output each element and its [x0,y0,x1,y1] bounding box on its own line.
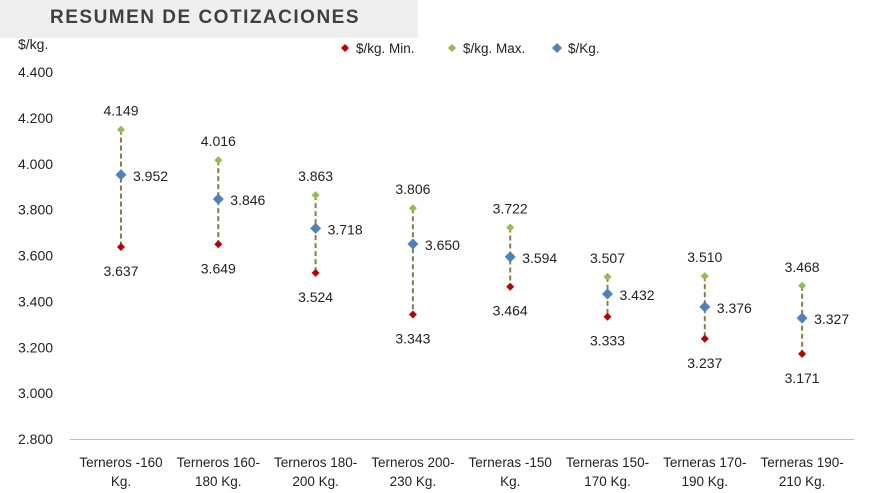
avg-point [212,193,224,205]
legend-avg-label: $/Kg. [568,41,600,56]
avg-data-label: 3.952 [133,168,168,184]
avg-data-label: 3.376 [717,300,752,316]
legend-min-label: $/kg. Min. [356,41,415,56]
min-point [603,312,612,321]
max-point [603,272,612,281]
min-point [798,349,807,358]
avg-data-label: 3.718 [328,221,363,237]
min-point [117,243,125,252]
legend-max-marker [448,44,456,52]
avg-point [115,169,127,181]
max-data-label: 3.722 [493,201,528,217]
title-bar [0,0,418,38]
x-tick-label: Terneros 160-180 Kg. [177,455,260,489]
y-tick-label: 2.800 [18,431,53,447]
avg-data-label: 3.846 [230,192,265,208]
max-data-label: 3.507 [590,250,625,266]
min-point [311,268,320,277]
y-tick-label: 3.000 [18,385,53,401]
avg-point [699,301,711,313]
max-data-label: 3.863 [298,168,333,184]
x-tick-label: Terneras 170-190 Kg. [663,455,746,489]
avg-point [407,238,419,250]
max-data-label: 4.149 [103,103,138,119]
x-tick-label: Terneras -150 Kg. [469,455,552,489]
max-point [214,156,223,165]
min-point [408,310,417,319]
x-tick-label: Terneros -160 Kg. [79,455,162,489]
x-tick-label: Terneras 190-210 Kg. [760,455,843,489]
max-data-label: 3.806 [395,181,430,197]
y-tick-label: 3.200 [18,339,53,355]
max-point [506,223,515,232]
chart-title: RESUMEN DE COTIZACIONES [50,7,361,28]
avg-point [602,288,613,300]
x-tick-label: Terneros 180-200 Kg. [274,455,357,489]
avg-data-label: 3.650 [425,237,460,253]
avg-data-label: 3.327 [814,311,849,327]
y-tick-label: 3.400 [18,293,53,309]
min-data-label: 3.343 [395,330,430,346]
avg-point [796,312,808,324]
avg-point [310,222,322,234]
min-point [700,334,709,343]
legend-avg-marker [552,43,562,53]
legend-max-label: $/kg. Max. [463,41,525,56]
avg-data-label: 3.432 [620,287,655,303]
y-tick-label: 3.600 [18,248,53,264]
y-tick-label: 4.200 [18,110,53,126]
max-point [408,204,417,213]
min-data-label: 3.237 [687,355,722,371]
max-point [117,125,125,134]
legend-min-marker [341,44,349,52]
min-data-label: 3.524 [298,289,333,305]
min-data-label: 3.333 [590,333,625,349]
max-point [700,272,709,281]
min-data-label: 3.464 [493,303,528,319]
max-data-label: 3.510 [687,249,722,265]
min-data-label: 3.649 [201,260,236,276]
min-data-label: 3.637 [103,263,138,279]
y-tick-label: 3.800 [18,202,53,218]
min-data-label: 3.171 [785,370,820,386]
y-tick-label: 4.000 [18,156,53,172]
min-point [506,282,515,291]
x-tick-label: Terneros 200-230 Kg. [371,455,454,489]
avg-point [504,251,516,263]
x-tick-label: Terneras 150-170 Kg. [566,455,649,489]
y-tick-label: 4.400 [18,64,53,80]
max-data-label: 4.016 [201,133,236,149]
max-data-label: 3.468 [785,259,820,275]
y-axis-label: $/kg. [18,36,49,52]
min-point [214,240,223,249]
avg-data-label: 3.594 [522,250,557,266]
max-point [798,281,807,290]
max-point [311,191,320,200]
